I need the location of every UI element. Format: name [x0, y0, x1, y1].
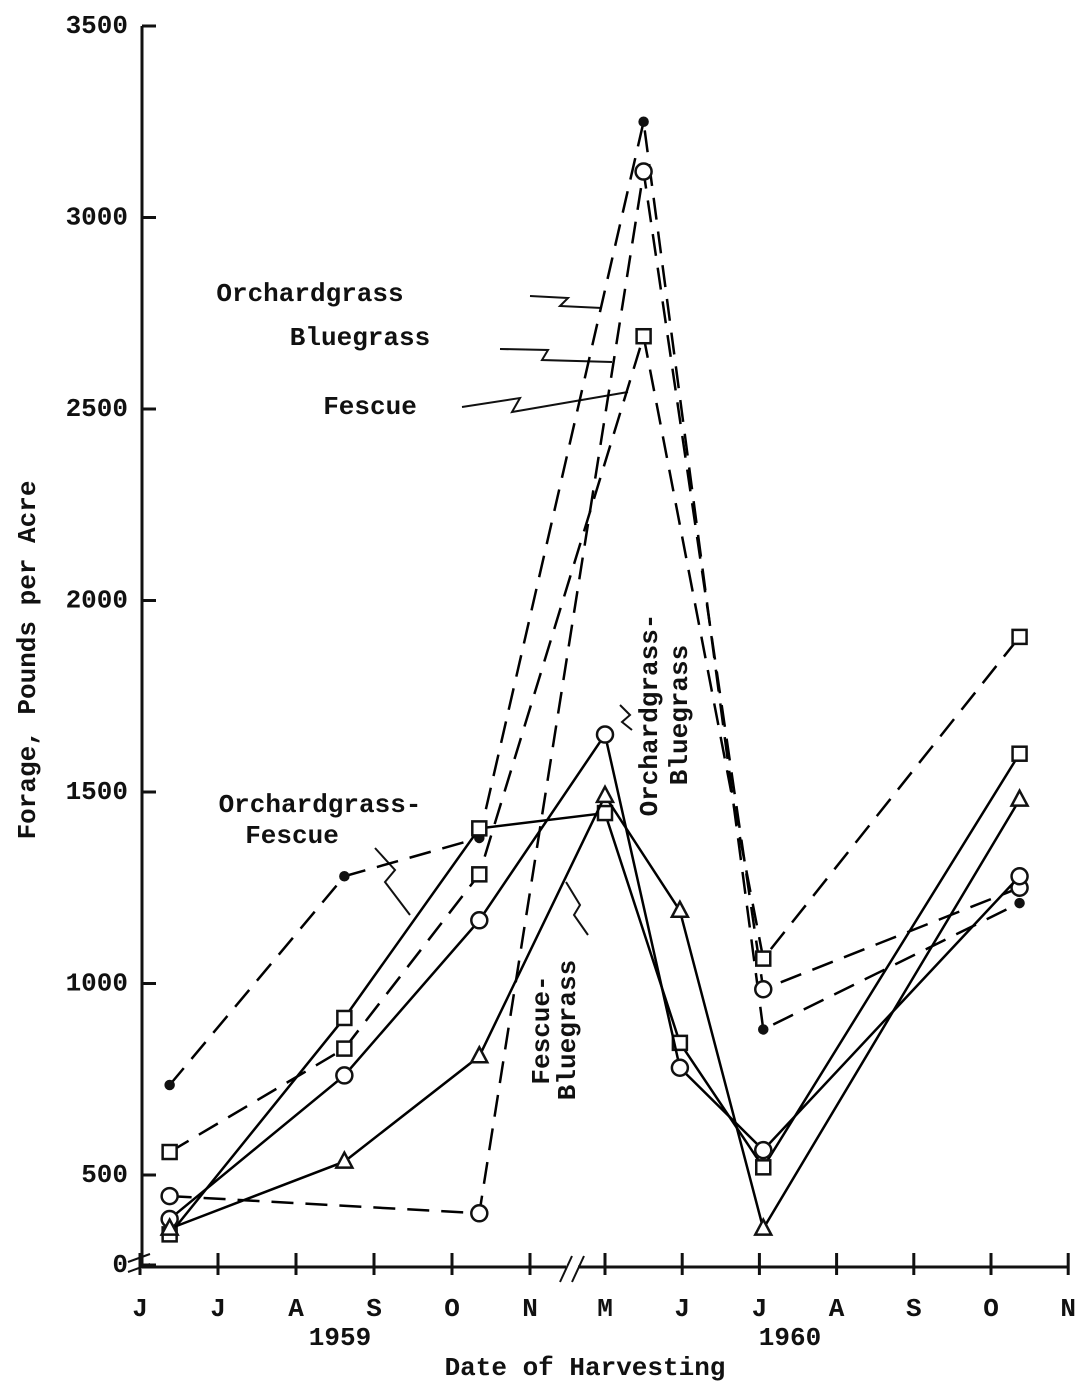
marker [161, 1143, 178, 1161]
annotation: Bluegrass [553, 960, 583, 1100]
marker [336, 1009, 353, 1027]
annotation: Bluegrass [665, 645, 695, 785]
pointers [127, 295, 633, 1283]
x-tick-label: S [366, 1294, 382, 1324]
x-tick-label: S [906, 1294, 922, 1324]
pointer [565, 881, 589, 936]
marker [755, 950, 772, 967]
annotation: Orchardgrass- [635, 614, 665, 817]
series-line [168, 121, 1021, 1086]
marker [758, 1024, 769, 1035]
x-tick-label: N [1060, 1294, 1076, 1324]
x-tick-label: J [752, 1294, 768, 1324]
annotation: Bluegrass [290, 323, 430, 353]
x-tick-label: J [210, 1294, 226, 1324]
x-tick-label: N [522, 1294, 538, 1324]
y-tick-label: 1500 [66, 777, 128, 807]
series-line [169, 335, 1021, 1154]
marker [1009, 788, 1030, 807]
marker [671, 1034, 689, 1052]
annotation: 1960 [759, 1323, 821, 1353]
y-tick-label: 3000 [66, 202, 128, 232]
marker [471, 866, 488, 883]
marker [164, 1079, 175, 1091]
y-axis-title: Forage, Pounds per Acre [13, 481, 43, 840]
marker [670, 1058, 690, 1078]
marker [594, 784, 616, 804]
marker [754, 979, 773, 999]
marker [339, 871, 350, 882]
y-tick-label: 0 [112, 1250, 128, 1280]
marker [1014, 897, 1025, 909]
marker [159, 1216, 180, 1236]
marker [755, 1159, 772, 1176]
annotation: Orchardgrass [216, 279, 403, 309]
y-tick-label: 3500 [66, 11, 128, 41]
annotation: Fescue [323, 392, 417, 422]
x-tick-label: M [597, 1294, 613, 1324]
pointer [374, 847, 411, 916]
marker [634, 162, 653, 181]
pointer [461, 391, 629, 414]
marker [336, 1040, 353, 1057]
annotation: Fescue [245, 821, 339, 851]
x-tick-label: A [288, 1294, 304, 1324]
marker [753, 1216, 774, 1236]
marker [160, 1186, 179, 1206]
pointer [619, 704, 633, 731]
marker [635, 327, 652, 345]
marker [638, 116, 649, 127]
pointer [529, 295, 603, 309]
pointer [499, 348, 613, 363]
y-tick-label: 1000 [66, 968, 128, 998]
marker [334, 1149, 355, 1169]
y-tick-label: 2500 [66, 394, 128, 424]
x-axis-title: Date of Harvesting [445, 1353, 726, 1383]
marker [754, 1140, 773, 1160]
marker [335, 1066, 354, 1085]
marker [470, 1204, 489, 1223]
x-tick-label: A [829, 1294, 845, 1324]
x-tick-label: O [444, 1294, 460, 1324]
x-tick-label: J [132, 1294, 148, 1324]
marker [469, 1044, 490, 1064]
x-axis-break [559, 1255, 585, 1283]
y-tick-label: 500 [81, 1160, 128, 1190]
y-tick-label: 2000 [66, 585, 128, 615]
marker [1010, 867, 1029, 886]
annotation: Fescue- [527, 975, 557, 1084]
x-tick-label: J [674, 1294, 690, 1324]
marker [471, 820, 488, 837]
marker [1011, 628, 1028, 646]
annotation: 1959 [309, 1323, 371, 1353]
marker [595, 725, 615, 744]
series-line [169, 793, 1021, 1232]
marker [669, 899, 690, 918]
annotation: Orchardgrass- [219, 790, 422, 820]
marker [1011, 745, 1028, 762]
x-tick-label: O [983, 1294, 999, 1324]
marker [470, 911, 489, 930]
